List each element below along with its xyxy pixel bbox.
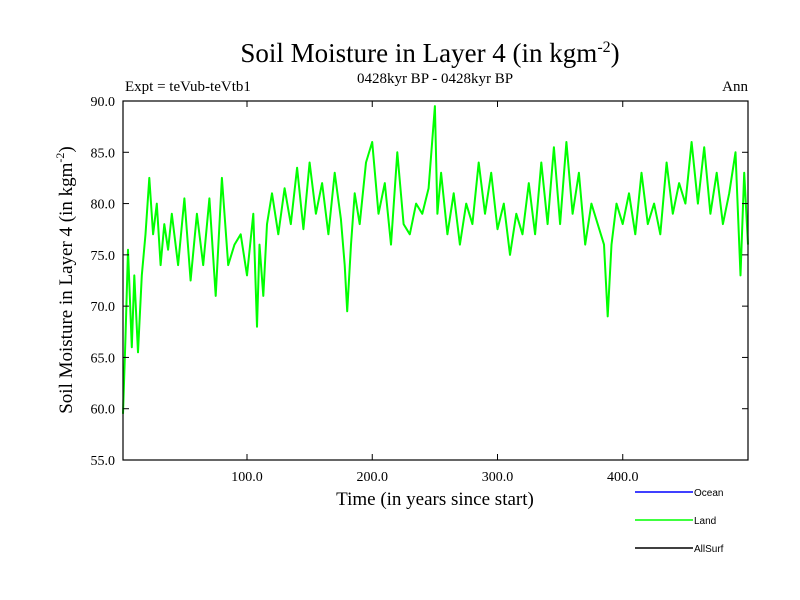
series-line-land [122,105,749,414]
y-axis-label: Soil Moisture in Layer 4 (in kgm-2) [53,146,77,414]
season-label: Ann [722,79,748,95]
legend-label-ocean: Ocean [694,488,723,499]
x-axis-label: Time (in years since start) [336,489,534,510]
x-tick-label: 300.0 [482,470,514,485]
x-tick-label: 400.0 [607,470,639,485]
x-tick-label: 100.0 [231,470,263,485]
expt-label: Expt = teVub-teVtb1 [125,79,251,95]
y-tick-label: 60.0 [91,403,116,418]
y-tick-label: 80.0 [91,198,116,213]
y-tick-label: 75.0 [91,249,116,264]
x-tick-label: 200.0 [356,470,388,485]
legend-label-land: Land [694,516,716,527]
y-tick-label: 65.0 [91,351,116,366]
y-tick-label: 70.0 [91,300,116,315]
y-tick-label: 90.0 [91,95,116,110]
chart-subtitle: 0428kyr BP - 0428kyr BP [357,71,513,87]
y-tick-label: 55.0 [91,454,116,469]
chart-title: Soil Moisture in Layer 4 (in kgm-2) [240,38,619,68]
y-tick-label: 85.0 [91,146,116,161]
legend-label-allsurf: AllSurf [694,544,724,555]
plot-frame [122,100,749,461]
